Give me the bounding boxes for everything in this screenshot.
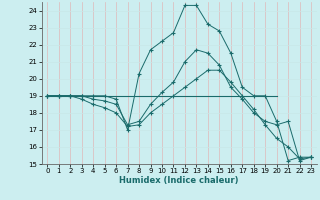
- X-axis label: Humidex (Indice chaleur): Humidex (Indice chaleur): [119, 176, 239, 185]
